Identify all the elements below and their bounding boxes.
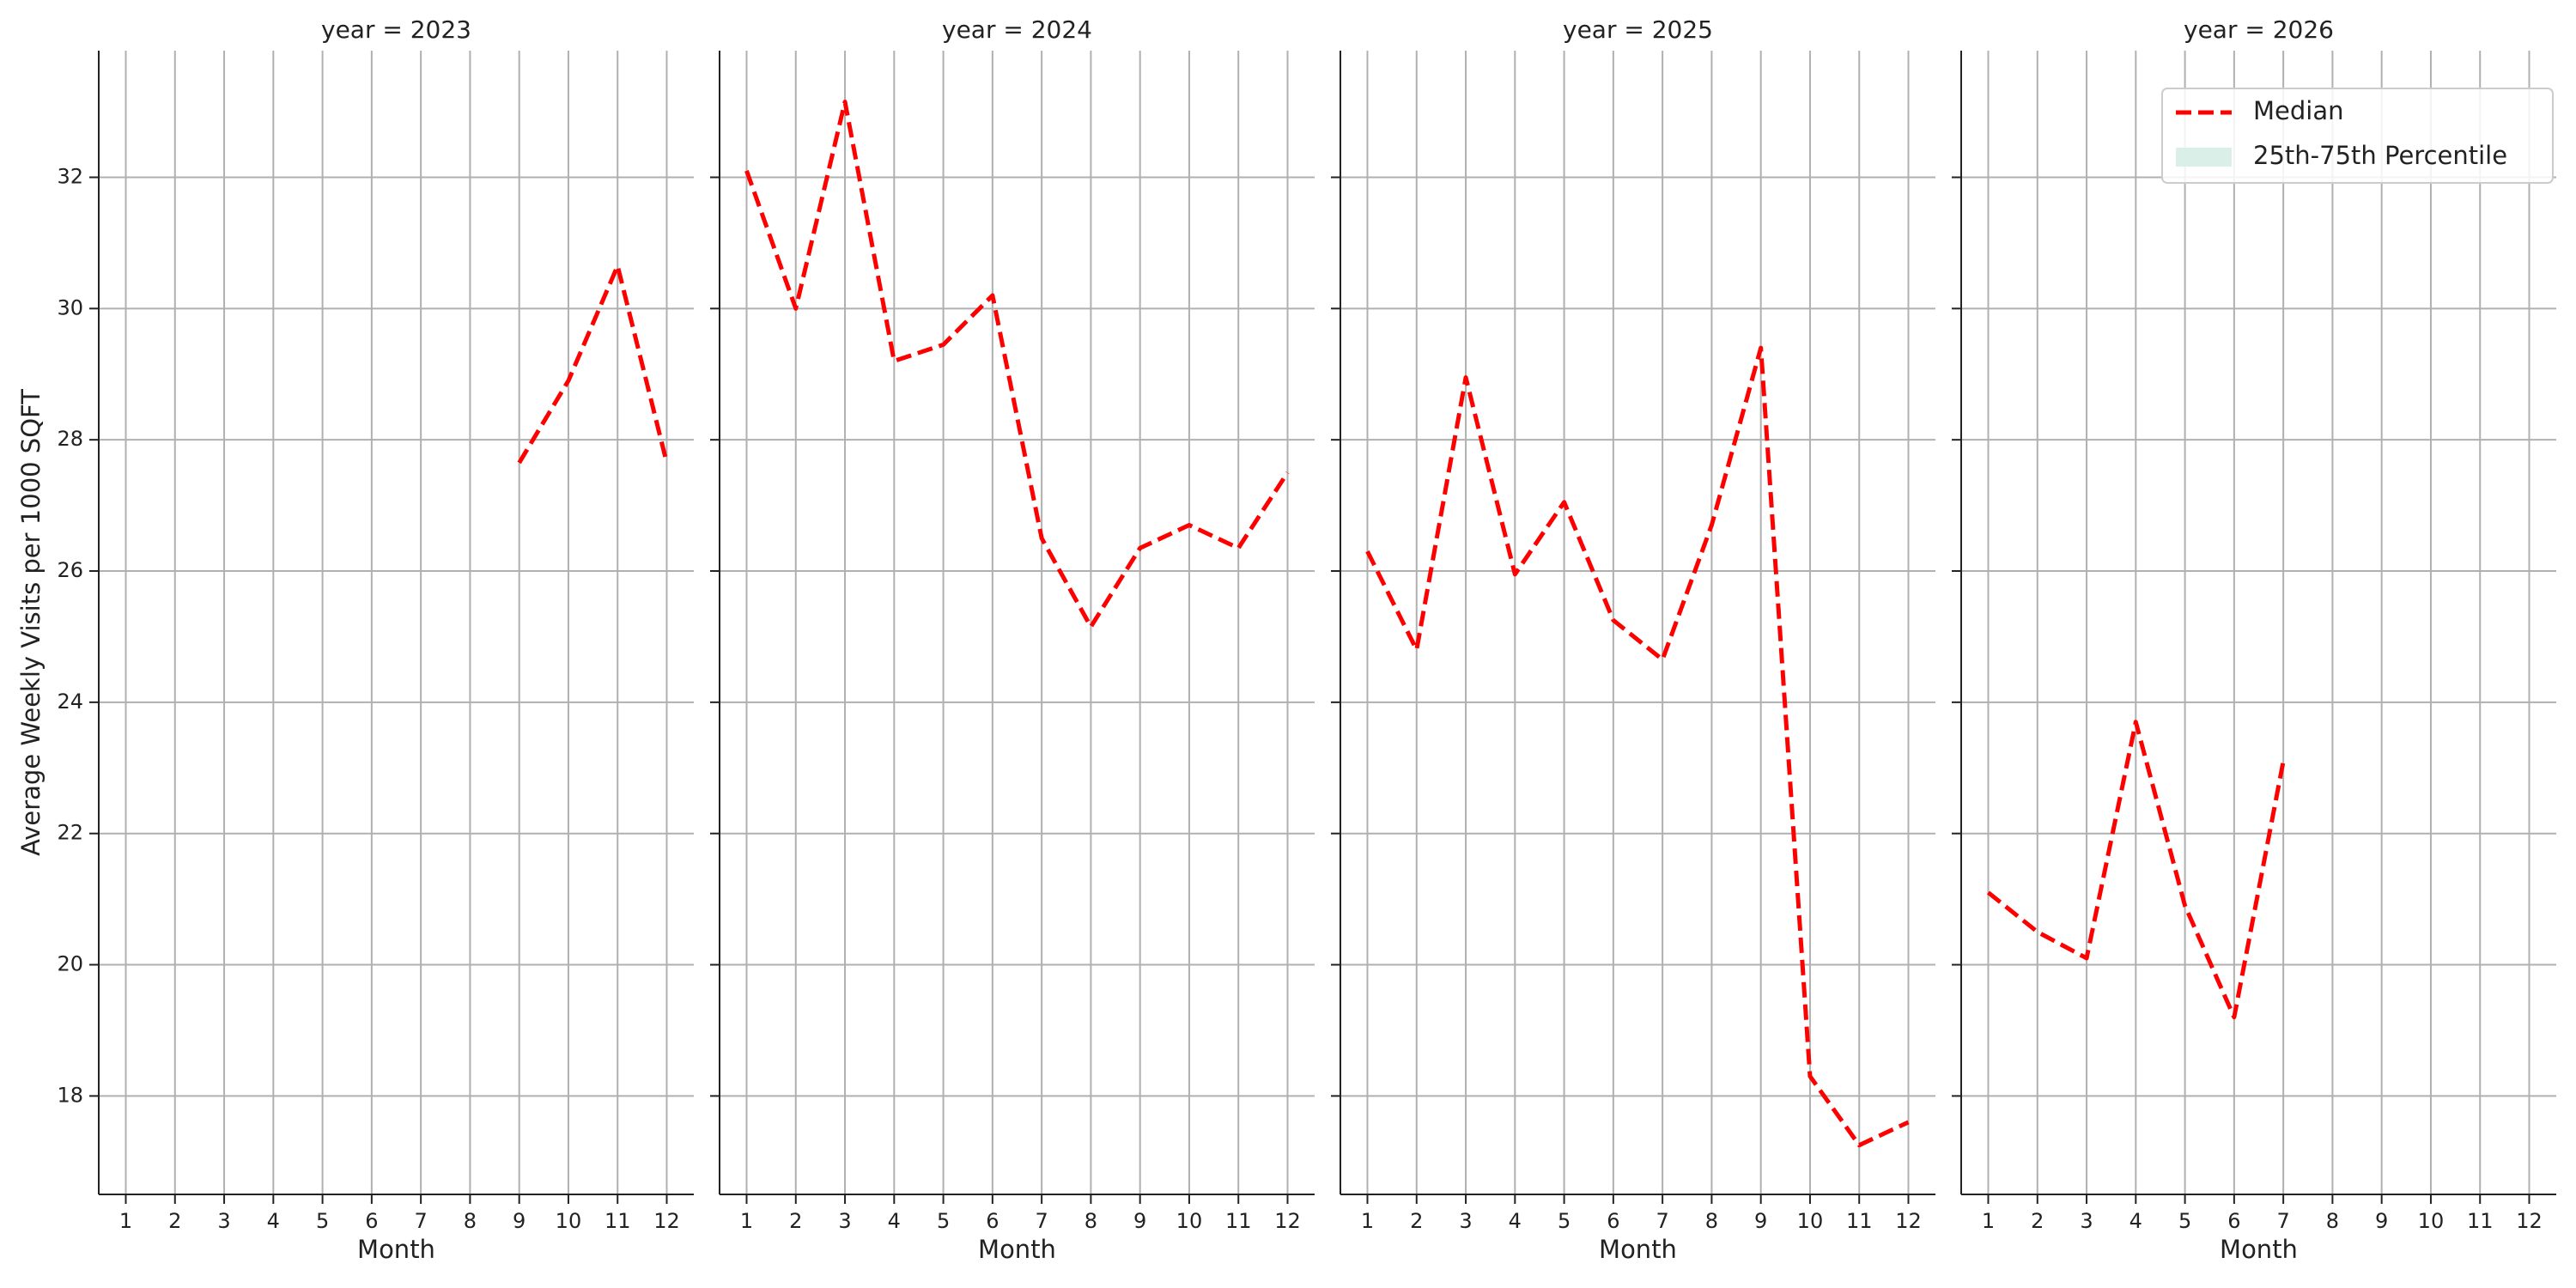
x-tick-label: 12 <box>653 1209 680 1233</box>
x-axis-label: Month <box>978 1235 1056 1264</box>
x-tick-label: 3 <box>217 1209 230 1233</box>
x-tick-label: 10 <box>556 1209 582 1233</box>
x-tick-label: 5 <box>937 1209 950 1233</box>
x-tick-label: 4 <box>2129 1209 2142 1233</box>
y-tick-label: 28 <box>57 427 83 451</box>
legend-swatch <box>2176 148 2232 167</box>
x-tick-label: 11 <box>1846 1209 1873 1233</box>
y-tick-label: 22 <box>57 821 83 845</box>
x-tick-label: 1 <box>1982 1209 1995 1233</box>
x-tick-label: 9 <box>1754 1209 1767 1233</box>
x-tick-label: 11 <box>2467 1209 2494 1233</box>
y-tick-label: 30 <box>57 295 83 319</box>
x-tick-label: 8 <box>1084 1209 1097 1233</box>
y-tick-label: 18 <box>57 1083 83 1107</box>
x-tick-label: 3 <box>1459 1209 1472 1233</box>
x-tick-label: 7 <box>1656 1209 1668 1233</box>
x-tick-label: 4 <box>1509 1209 1522 1233</box>
x-tick-label: 10 <box>1176 1209 1203 1233</box>
x-tick-label: 12 <box>1274 1209 1301 1233</box>
median-line <box>1365 345 1910 1148</box>
x-tick-label: 7 <box>2276 1209 2289 1233</box>
x-tick-label: 2 <box>168 1209 181 1233</box>
x-tick-label: 7 <box>414 1209 427 1233</box>
x-axis-label: Month <box>1599 1235 1677 1264</box>
x-tick-label: 9 <box>513 1209 526 1233</box>
y-tick-label: 20 <box>57 952 83 976</box>
panel-title: year = 2026 <box>2184 15 2334 44</box>
x-axis-label: Month <box>357 1235 435 1264</box>
panel-title: year = 2025 <box>1563 15 1713 44</box>
x-tick-label: 2 <box>2031 1209 2044 1233</box>
y-tick-label: 24 <box>57 690 83 714</box>
x-tick-label: 2 <box>789 1209 802 1233</box>
x-tick-label: 8 <box>2326 1209 2339 1233</box>
x-tick-label: 8 <box>464 1209 477 1233</box>
median-line <box>517 264 669 465</box>
legend-box <box>2161 88 2554 184</box>
x-tick-label: 6 <box>986 1209 999 1233</box>
median-line <box>744 100 1290 629</box>
x-tick-label: 6 <box>2227 1209 2240 1233</box>
x-tick-label: 8 <box>1705 1209 1718 1233</box>
x-tick-label: 12 <box>1895 1209 1922 1233</box>
panel-title: year = 2024 <box>942 15 1092 44</box>
x-tick-label: 6 <box>365 1209 378 1233</box>
x-tick-label: 10 <box>1797 1209 1824 1233</box>
x-tick-label: 11 <box>1225 1209 1252 1233</box>
x-tick-label: 7 <box>1035 1209 1048 1233</box>
x-tick-label: 9 <box>1133 1209 1146 1233</box>
x-tick-label: 6 <box>1607 1209 1619 1233</box>
x-tick-label: 4 <box>267 1209 280 1233</box>
x-axis-label: Month <box>2220 1235 2298 1264</box>
panel-title: year = 2023 <box>321 15 471 44</box>
x-tick-label: 5 <box>316 1209 329 1233</box>
x-tick-label: 9 <box>2375 1209 2388 1233</box>
x-tick-label: 3 <box>2080 1209 2093 1233</box>
median-line <box>1986 720 2286 1020</box>
x-tick-label: 11 <box>605 1209 631 1233</box>
x-tick-label: 1 <box>740 1209 753 1233</box>
x-tick-label: 4 <box>888 1209 901 1233</box>
y-tick-label: 26 <box>57 558 83 582</box>
legend: Median 25th-75th Percentile <box>2161 88 2554 184</box>
x-tick-label: 12 <box>2516 1209 2543 1233</box>
x-tick-label: 1 <box>1361 1209 1374 1233</box>
x-tick-label: 2 <box>1410 1209 1423 1233</box>
legend-label: Median <box>2253 96 2343 125</box>
x-tick-label: 10 <box>2418 1209 2445 1233</box>
legend-label: 25th-75th Percentile <box>2253 141 2507 170</box>
y-axis-label: Average Weekly Visits per 1000 SQFT <box>16 389 46 856</box>
x-tick-label: 5 <box>2178 1209 2191 1233</box>
x-tick-label: 5 <box>1558 1209 1571 1233</box>
y-tick-label: 32 <box>57 164 83 188</box>
x-tick-label: 3 <box>838 1209 851 1233</box>
x-tick-label: 1 <box>119 1209 132 1233</box>
